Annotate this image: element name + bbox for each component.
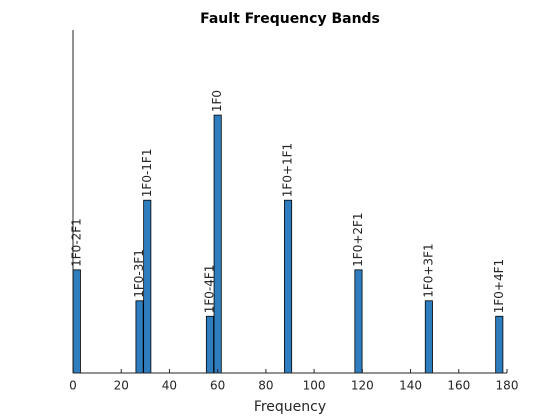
bar-label: 1F0+3F1: [421, 243, 435, 297]
bar-label: 1F0: [210, 90, 224, 112]
bar: [143, 199, 152, 374]
bar: [205, 315, 214, 374]
x-tick-label: 20: [114, 379, 129, 393]
x-tick-label: 180: [496, 379, 519, 393]
bar: [495, 315, 504, 374]
bar-label: 1F0-3F1: [132, 249, 146, 298]
bar: [213, 114, 222, 374]
bar: [72, 269, 81, 374]
x-tick-label: 40: [162, 379, 177, 393]
x-tick-label: 160: [447, 379, 470, 393]
bar-label: 1F0+2F1: [351, 212, 365, 266]
x-tick-label: 80: [258, 379, 273, 393]
x-axis-label: Frequency: [254, 399, 326, 415]
bar-label: 1F0-2F1: [69, 218, 83, 267]
bar: [284, 199, 293, 374]
bar-label: 1F0+1F1: [281, 143, 295, 197]
bar-label: 1F0-4F1: [202, 265, 216, 314]
x-tick-label: 100: [303, 379, 326, 393]
x-tick-label: 120: [351, 379, 374, 393]
chart-title: Fault Frequency Bands: [200, 11, 380, 27]
bar-label: 1F0-1F1: [140, 149, 154, 198]
bar: [135, 300, 144, 374]
bar: [354, 269, 363, 374]
bar-label: 1F0+4F1: [492, 259, 506, 313]
x-tick-label: 60: [210, 379, 225, 393]
x-tick-label: 0: [69, 379, 77, 393]
x-tick-label: 140: [399, 379, 422, 393]
bar: [424, 300, 433, 374]
